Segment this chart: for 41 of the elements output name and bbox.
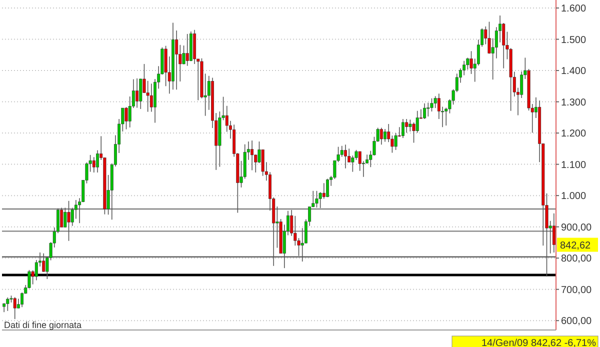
candlestick	[405, 118, 408, 134]
candlestick	[423, 102, 426, 120]
y-tick-label: 800,00	[561, 254, 592, 265]
y-tick-label: 900,00	[561, 222, 592, 234]
candlestick	[401, 118, 404, 138]
candlestick	[146, 80, 150, 112]
annotation: Dati di fine giornata	[4, 320, 82, 330]
candlestick	[384, 128, 387, 142]
candlestick	[426, 102, 430, 117]
y-tick-label: 600,00	[561, 316, 592, 328]
candlestick	[60, 207, 64, 228]
candlestick	[67, 200, 70, 242]
candlestick	[380, 127, 383, 146]
candlestick	[139, 78, 142, 110]
y-tick-label: 1.600	[561, 4, 586, 14]
candlestick	[552, 212, 556, 253]
candlestick	[408, 119, 412, 132]
y-tick-label: 1.000	[561, 191, 586, 202]
y-tick-label: 1.400	[561, 66, 586, 78]
candlestick	[124, 106, 128, 130]
candlestick	[6, 297, 10, 312]
candlestick	[175, 30, 178, 90]
candlestick	[150, 83, 153, 112]
y-tick-label: 1.100	[561, 160, 586, 171]
candlestick	[136, 78, 139, 108]
candlestick	[322, 182, 326, 200]
candlestick	[13, 296, 16, 320]
y-tick-label: 1.300	[561, 97, 586, 108]
text: 842,62	[560, 240, 592, 252]
candlestick	[2, 302, 6, 313]
y-tick-label: 1.500	[561, 34, 586, 46]
candlestick	[326, 178, 330, 198]
y-tick-label: 700,00	[561, 284, 592, 296]
candlestick	[250, 140, 254, 171]
candlestick	[434, 96, 437, 108]
candlestick	[344, 144, 347, 169]
y-tick-label: 1.200	[561, 128, 586, 140]
candlestick	[186, 34, 189, 66]
candlestick	[315, 190, 318, 208]
candlestick	[92, 156, 96, 173]
text: 14/Gen/09 842,62 -6,71%	[481, 338, 596, 347]
